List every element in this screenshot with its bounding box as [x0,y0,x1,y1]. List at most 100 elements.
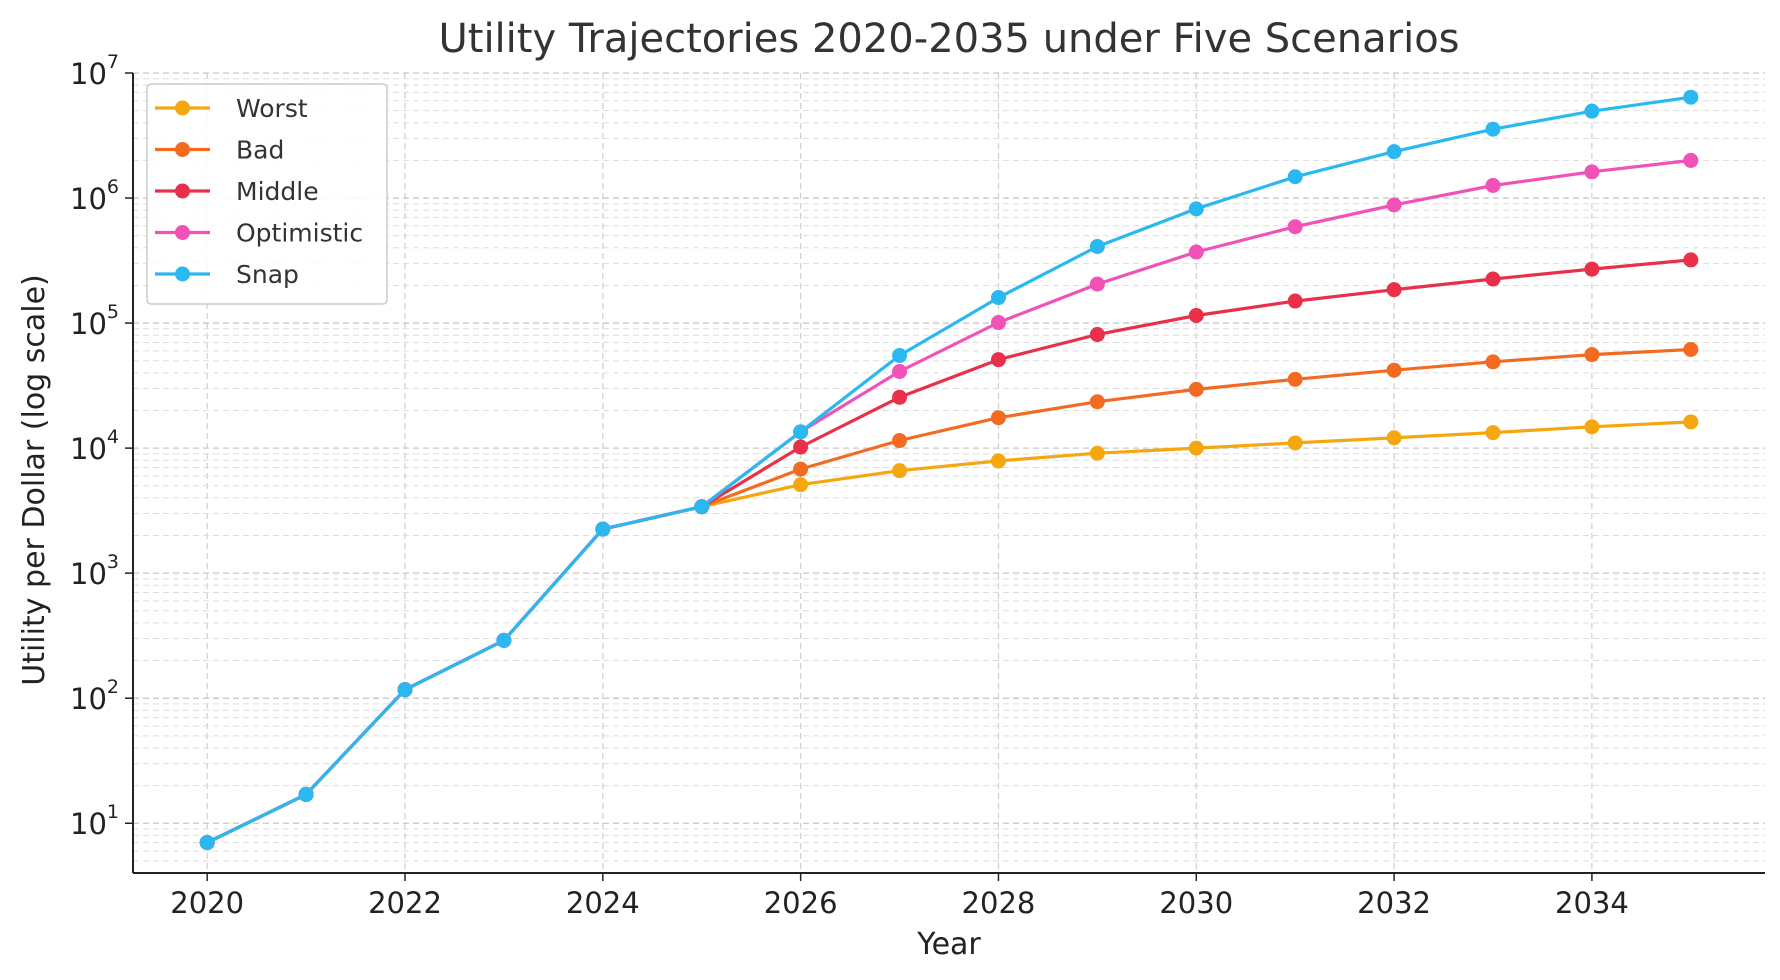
y-tick-exponent: 3 [107,551,119,573]
legend-item: Bad [155,136,284,165]
y-tick-base: 10 [70,807,107,841]
y-tick-label: 101 [70,801,119,841]
data-point [1188,307,1204,323]
data-point [397,682,413,698]
x-ticks: 2020 2022 2024 2026 2028 2030 2032 2034 [170,873,1629,920]
y-axis-label: Utility per Dollar (log scale) [17,274,52,686]
series-line [206,95,1692,845]
data-point [1485,121,1501,137]
y-tick-exponent: 5 [107,301,119,323]
series-worst [199,414,1699,851]
legend-swatch-marker [175,100,190,116]
data-point [1287,219,1303,235]
data-point [694,499,710,515]
legend-item: Snap [155,260,299,289]
chart-title: Utility Trajectories 2020-2035 under Fiv… [438,16,1459,62]
x-tick-label: 2030 [1159,886,1233,920]
data-point [1188,244,1204,260]
legend-swatch-marker [175,266,190,282]
data-point [1584,164,1600,180]
series-layer [199,89,1699,851]
data-point [1485,177,1501,193]
data-point [595,521,611,537]
data-point [892,389,908,405]
data-point [1188,201,1204,217]
data-point [1683,89,1699,105]
legend-item: Worst [155,94,308,123]
data-point [1386,430,1402,446]
y-tick-label: 107 [70,51,119,91]
y-tick-base: 10 [70,57,107,91]
data-point [793,477,809,493]
y-tick-base: 10 [70,432,107,466]
data-point [892,363,908,379]
data-point [1188,440,1204,456]
legend-label: Bad [236,136,284,165]
data-point [1188,381,1204,397]
data-point [990,410,1006,426]
data-point [1386,282,1402,298]
data-point [793,424,809,440]
data-point [496,632,512,648]
data-point [1089,445,1105,461]
data-point [1584,103,1600,119]
y-tick-exponent: 4 [107,426,119,448]
y-tick-label: 106 [70,176,119,216]
data-point [1485,271,1501,287]
data-point [793,439,809,455]
data-point [1386,197,1402,213]
data-point [1485,425,1501,441]
data-point [892,463,908,479]
series-line [206,420,1691,845]
data-point [1683,152,1699,168]
y-tick-label: 103 [70,551,119,591]
data-point [892,348,908,364]
data-point [1386,144,1402,160]
x-tick-label: 2028 [962,886,1036,920]
data-point [1584,261,1600,277]
data-point [990,352,1006,368]
series-snap [199,89,1699,851]
legend-item: Middle [155,177,319,206]
data-point [990,453,1006,469]
data-point [1683,414,1699,430]
y-tick-label: 105 [70,301,119,341]
data-point [298,786,314,802]
data-point [793,461,809,477]
legend-box [146,83,388,305]
legend: Worst Bad Middle Optimistic Snap [146,83,388,305]
data-point [1584,347,1600,363]
legend-label: Middle [236,177,319,206]
legend-label: Optimistic [236,219,363,248]
data-point [1287,293,1303,309]
y-tick-base: 10 [70,682,107,716]
data-point [990,315,1006,331]
data-point [1287,371,1303,387]
y-tick-label: 104 [70,426,119,466]
y-tick-base: 10 [70,557,107,591]
legend-swatch-marker [175,142,190,157]
legend-swatch-marker [175,225,190,240]
data-point [1386,362,1402,378]
series-bad [199,341,1699,851]
data-point [1089,238,1105,254]
data-point [1683,252,1699,268]
data-point [1089,327,1105,343]
data-point [1287,435,1303,451]
data-point [1287,169,1303,185]
x-tick-label: 2024 [566,886,640,920]
data-point [990,290,1006,306]
x-tick-label: 2032 [1357,886,1431,920]
data-point [1089,394,1105,410]
legend-item: Optimistic [155,219,363,248]
y-tick-exponent: 7 [107,51,119,73]
x-tick-label: 2020 [170,886,244,920]
y-tick-exponent: 6 [107,176,119,198]
legend-swatch-marker [175,183,190,199]
legend-label: Snap [236,260,299,289]
y-tick-base: 10 [70,307,107,341]
data-point [1683,341,1699,357]
series-optimistic [199,152,1699,851]
data-point [199,835,215,851]
x-tick-label: 2026 [764,886,838,920]
